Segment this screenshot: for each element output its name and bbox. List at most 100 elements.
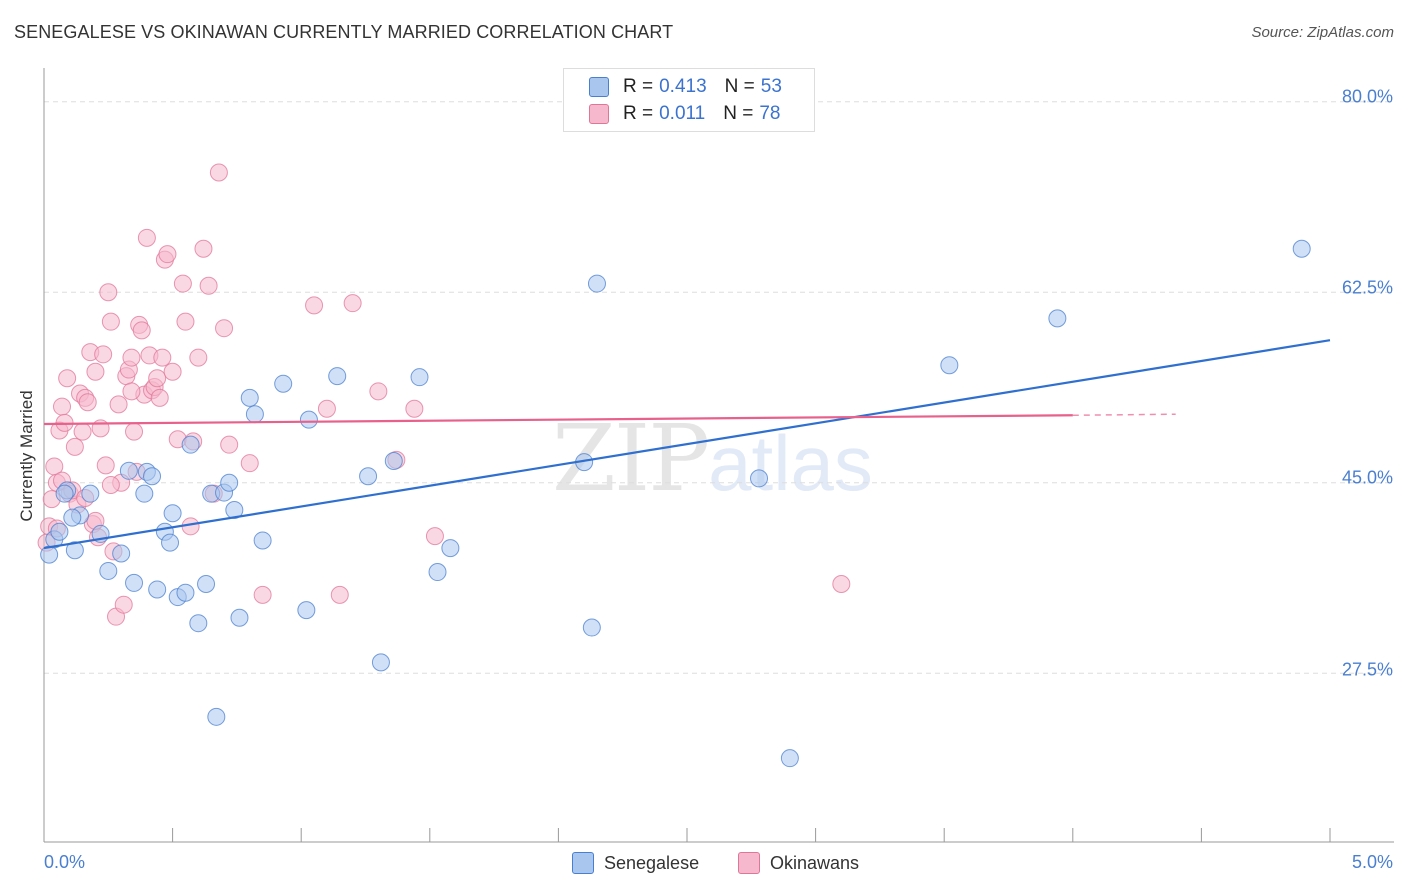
x-tick-label-max: 5.0%: [1351, 852, 1393, 872]
okinawans-point: [317, 399, 336, 418]
okinawans-trend-extension: [1072, 413, 1176, 417]
senegalese-point: [410, 368, 429, 387]
okinawans-point: [369, 382, 388, 401]
senegalese-point: [148, 580, 167, 599]
senegalese-point: [940, 356, 959, 375]
okinawans-point: [209, 163, 228, 182]
okinawans-point: [101, 312, 120, 331]
legend-item-senegalese[interactable]: Senegalese: [572, 852, 699, 874]
senegalese-point: [119, 461, 138, 480]
okinawans-point: [305, 296, 324, 315]
senegalese-point: [428, 563, 447, 582]
okinawans-point: [158, 245, 177, 264]
okinawans-point: [194, 239, 213, 258]
legend-swatch-pink: [589, 104, 609, 124]
legend-swatch-blue: [589, 77, 609, 97]
legend-row-senegalese: R = 0.413 N = 53: [589, 75, 782, 99]
senegalese-point: [125, 573, 144, 592]
okinawans-point: [215, 319, 234, 338]
senegalese-point: [253, 531, 272, 550]
senegalese-point: [161, 533, 180, 552]
okinawans-point: [240, 454, 259, 473]
y-tick-label-27-5: 27.5%: [1341, 659, 1393, 680]
okinawans-point: [65, 437, 84, 456]
okinawans-point: [132, 321, 151, 340]
senegalese-point: [112, 544, 131, 563]
legend-r-label: R =: [623, 76, 654, 97]
senegalese-point: [207, 707, 226, 726]
okinawans-point: [173, 274, 192, 293]
senegalese-point: [359, 467, 378, 486]
senegalese-point: [163, 504, 182, 523]
okinawans-trend-line: [43, 414, 1073, 426]
y-tick-label-62-5: 62.5%: [1341, 277, 1393, 298]
senegalese-point: [81, 484, 100, 503]
senegalese-point: [274, 374, 293, 393]
source-label: Source: ZipAtlas.com: [1251, 24, 1394, 41]
okinawans-point: [189, 348, 208, 367]
x-tick-label-min: 0.0%: [44, 852, 86, 872]
okinawans-point: [330, 585, 349, 604]
okinawans-point: [94, 345, 113, 364]
legend-swatch-okinawans: [738, 852, 760, 874]
okinawans-point: [86, 362, 105, 381]
okinawans-point: [122, 348, 141, 367]
senegalese-point: [582, 618, 601, 637]
senegalese-point: [780, 749, 799, 768]
okinawans-point: [58, 369, 77, 388]
legend-r-label: R =: [623, 103, 654, 124]
legend-r-value: 0.011: [659, 103, 706, 124]
okinawans-point: [96, 456, 115, 475]
correlation-legend: R = 0.413 N = 53 R = 0.011 N = 78: [563, 68, 815, 132]
legend-row-okinawans: R = 0.011 N = 78: [589, 102, 781, 126]
okinawans-point: [405, 399, 424, 418]
senegalese-point: [135, 484, 154, 503]
senegalese-point: [225, 500, 244, 519]
senegalese-point: [328, 367, 347, 386]
senegalese-point: [65, 541, 84, 560]
senegalese-point: [63, 508, 82, 527]
legend-label-senegalese: Senegalese: [604, 852, 700, 873]
senegalese-trend-line: [43, 339, 1331, 550]
legend-n-value: 53: [760, 76, 782, 97]
legend-n-value: 78: [759, 103, 781, 124]
senegalese-point: [384, 452, 403, 470]
okinawans-point: [832, 575, 851, 594]
okinawans-point: [53, 397, 72, 416]
senegalese-point: [1292, 239, 1311, 258]
senegalese-point: [441, 539, 460, 558]
okinawans-point: [176, 312, 195, 331]
okinawans-point: [153, 348, 172, 367]
senegalese-point: [220, 473, 239, 492]
senegalese-point: [40, 545, 59, 564]
senegalese-point: [176, 583, 195, 602]
senegalese-point: [750, 469, 769, 488]
legend-r-value: 0.413: [659, 76, 707, 97]
okinawans-point: [148, 369, 167, 388]
okinawans-point: [150, 388, 169, 407]
y-tick-label-45: 45.0%: [1341, 467, 1393, 488]
senegalese-point: [245, 405, 264, 424]
okinawans-point: [73, 422, 92, 441]
okinawans-point: [101, 475, 120, 494]
senegalese-point: [240, 388, 259, 407]
okinawans-point: [220, 435, 239, 454]
okinawans-point: [78, 393, 97, 412]
legend-n-label: N =: [723, 103, 754, 124]
y-axis-label: Currently Married: [17, 390, 36, 522]
legend-n-label: N =: [724, 76, 755, 97]
chart-title: SENEGALESE VS OKINAWAN CURRENTLY MARRIED…: [14, 22, 674, 42]
okinawans-point: [137, 228, 156, 247]
legend-label-okinawans: Okinawans: [770, 852, 860, 873]
senegalese-point: [143, 467, 162, 486]
okinawans-point: [425, 527, 444, 546]
senegalese-point: [50, 522, 69, 541]
senegalese-point: [371, 653, 390, 672]
senegalese-point: [197, 575, 216, 594]
senegalese-point: [297, 601, 316, 620]
legend-item-okinawans[interactable]: Okinawans: [738, 852, 859, 874]
senegalese-point: [1048, 309, 1067, 328]
watermark-atlas: atlas: [708, 419, 873, 507]
okinawans-point: [109, 395, 128, 414]
